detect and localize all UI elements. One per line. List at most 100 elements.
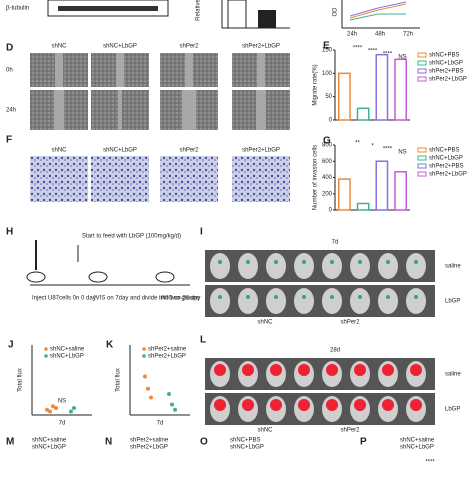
legend-swatch — [417, 147, 427, 153]
legend-label: shNC+saline — [32, 438, 67, 444]
legend-marker — [142, 354, 146, 358]
legend-label: shPer2+LbGP — [429, 172, 467, 178]
dot — [72, 406, 76, 410]
line — [349, 1, 407, 17]
signal — [386, 295, 390, 299]
column-label: shPer2+LbGP — [242, 44, 280, 50]
panel-label: H — [6, 227, 13, 238]
panel-label: I — [200, 227, 203, 238]
significance: **** — [425, 460, 435, 466]
signal — [354, 399, 366, 411]
signal — [358, 260, 362, 264]
y-tick-label: 50 — [325, 94, 332, 100]
x-axis-label: 7d — [157, 421, 164, 427]
signal — [410, 399, 422, 411]
legend-label: shPer2+PBS — [429, 69, 464, 75]
legend-label: shNC+PBS — [230, 438, 261, 444]
legend-swatch — [417, 68, 427, 74]
y-tick-label: 100 — [322, 71, 333, 77]
label: β-tubulin — [6, 6, 29, 12]
column-label: shPer2 — [179, 44, 199, 50]
step-label: IVIS on 28 day — [161, 296, 200, 302]
signal — [270, 364, 282, 376]
signal — [330, 295, 334, 299]
legend-label: shPer2+LbGP — [429, 77, 467, 83]
signal — [386, 260, 390, 264]
row-label: saline — [445, 264, 461, 270]
mouse — [210, 253, 230, 279]
y-axis-label: Migrate rate(%) — [313, 64, 319, 105]
mouse — [266, 253, 286, 279]
signal — [414, 260, 418, 264]
dot — [143, 374, 147, 379]
signal — [218, 260, 222, 264]
column-label: shNC+LbGP — [103, 44, 137, 50]
transwell-image — [91, 156, 149, 202]
significance: **** — [383, 52, 393, 58]
legend-swatch — [417, 76, 427, 82]
wound-gap — [55, 53, 63, 87]
y-axis-label: Number of invasion cells — [313, 145, 319, 210]
dot — [45, 407, 49, 412]
y-axis-label: Total flux — [18, 368, 24, 392]
signal — [410, 364, 422, 376]
x-tick-label: 48h — [375, 32, 385, 38]
wound-gap — [54, 90, 64, 130]
significance: NS — [58, 399, 66, 405]
dot — [170, 402, 174, 407]
group-label: shNC — [257, 320, 273, 326]
mouse — [350, 253, 370, 279]
mouse — [238, 288, 258, 314]
legend-label: shNC+LbGP — [230, 445, 264, 451]
legend-swatch — [417, 155, 427, 161]
transwell-image — [30, 156, 88, 202]
bar — [375, 160, 389, 211]
panel-label: M — [6, 437, 14, 448]
signal — [246, 260, 250, 264]
legend-marker — [142, 347, 146, 351]
mouse — [322, 253, 342, 279]
row-label: LbGP — [445, 299, 460, 305]
wound-gap — [257, 53, 265, 87]
wound-gap — [118, 90, 122, 130]
wound-gap — [116, 53, 124, 87]
legend-label: shNC+LbGP — [429, 156, 463, 162]
time-label: 7d — [332, 240, 339, 246]
legend-label: shPer2+saline — [148, 347, 187, 353]
mouse — [322, 288, 342, 314]
bar — [375, 53, 389, 121]
y-axis-label: Total flux — [116, 368, 122, 392]
column-label: shPer2+LbGP — [242, 148, 280, 154]
panel-label: P — [360, 437, 367, 448]
legend-swatch — [417, 163, 427, 169]
significance: ** — [355, 141, 360, 147]
legend-label: shNC+PBS — [429, 53, 460, 59]
y-tick-label: 400 — [322, 175, 333, 181]
bar — [356, 202, 370, 211]
mouse — [294, 253, 314, 279]
y-tick-label: 0 — [329, 208, 333, 214]
x-axis-label: 7d — [59, 421, 66, 427]
panel-label: G — [323, 136, 331, 147]
significance: NS — [398, 150, 406, 156]
dot — [51, 404, 55, 409]
legend-label: shNC+LbGP — [32, 445, 66, 451]
signal — [382, 364, 394, 376]
panel-label: J — [8, 340, 14, 351]
significance: **** — [383, 147, 393, 153]
annotation: Start to feed with LbGP (100mg/kg/d) — [82, 234, 181, 240]
bar — [356, 107, 370, 121]
line — [349, 13, 406, 21]
signal — [354, 364, 366, 376]
x-tick-label: 24h — [347, 32, 357, 38]
signal — [242, 399, 254, 411]
mouse — [378, 288, 398, 314]
panel-label: L — [200, 335, 206, 346]
legend-label: shPer2+saline — [130, 438, 169, 444]
panel-label: E — [323, 41, 330, 52]
legend-marker — [44, 354, 48, 358]
bar-shape — [258, 10, 276, 28]
panel-label: O — [200, 437, 208, 448]
wound-gap — [256, 90, 266, 130]
